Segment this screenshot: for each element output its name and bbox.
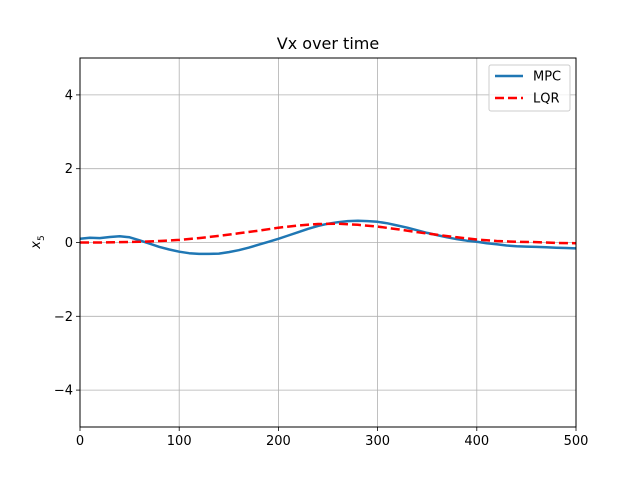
x-tick-label: 100	[167, 434, 192, 449]
x-tick-label: 200	[266, 434, 291, 449]
y-axis-label-main: x	[29, 241, 44, 250]
series-line-lqr	[80, 222, 577, 245]
legend-label-mpc: MPC	[533, 70, 561, 85]
y-tick-label: −4	[54, 384, 73, 399]
y-tick-label: 0	[65, 236, 73, 251]
series-layer	[79, 219, 577, 256]
y-tick-label: 4	[65, 88, 73, 103]
x-tick-label: 500	[564, 434, 589, 449]
y-tick-label: −2	[54, 310, 73, 325]
legend: MPC LQR	[488, 64, 571, 112]
grid	[79, 58, 577, 427]
y-tick-label: 2	[65, 162, 73, 177]
y-axis-label-subscript: 5	[37, 235, 47, 241]
legend-label-lqr: LQR	[533, 92, 560, 107]
ticks: 0 100 200 300 400 500 −4 −2 0 2 4	[54, 88, 589, 449]
x-tick-label: 0	[76, 434, 84, 449]
series-line-mpc	[79, 219, 577, 256]
x-tick-label: 400	[464, 434, 489, 449]
y-axis-label: x5	[29, 235, 47, 249]
chart-title: Vx over time	[277, 34, 379, 53]
x-tick-label: 300	[365, 434, 390, 449]
